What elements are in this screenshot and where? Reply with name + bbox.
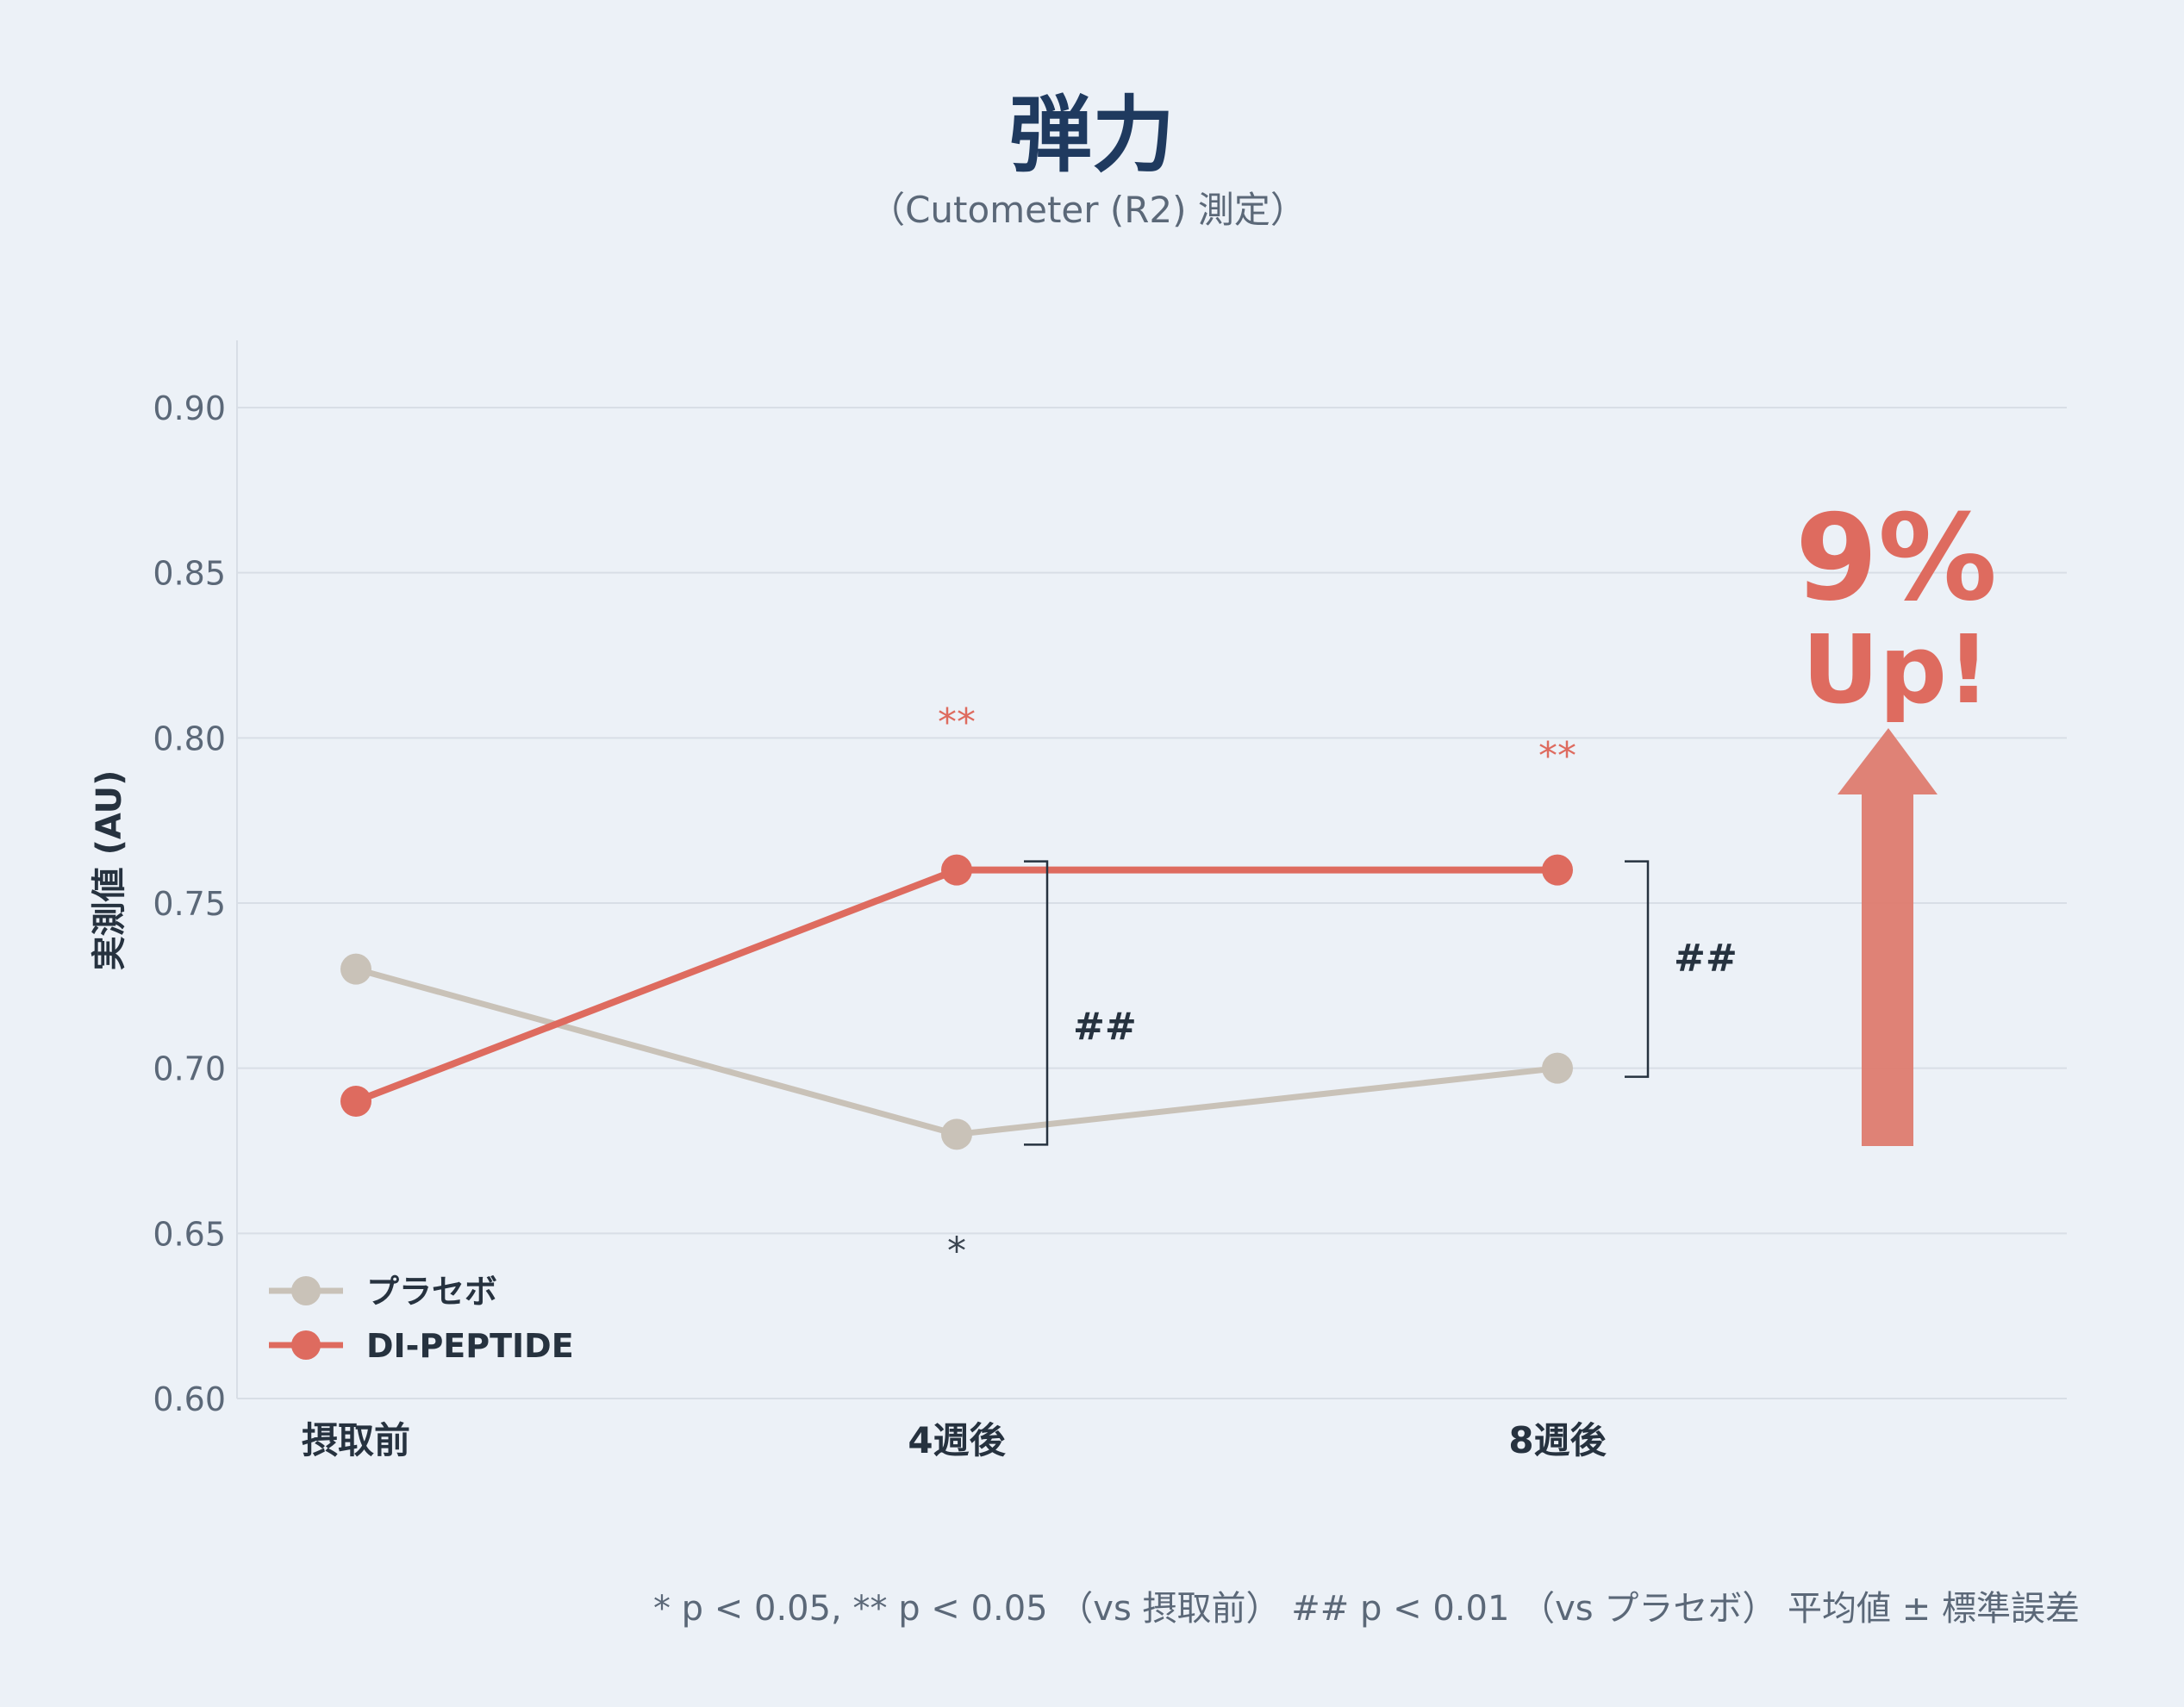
x-axis-categories: 摂取前 4週後 8週後: [302, 1419, 1607, 1461]
y-tick-label: 0.75: [153, 885, 226, 923]
y-tick-label: 0.80: [153, 720, 226, 757]
data-point: [340, 1086, 371, 1117]
significance-mark: *: [947, 1229, 966, 1273]
significance-annotations: *****####: [938, 701, 1738, 1273]
data-point: [340, 953, 371, 985]
data-point: [1542, 1052, 1573, 1084]
x-category-label: 摂取前: [302, 1419, 410, 1461]
significance-bracket: [1625, 860, 1650, 1078]
grid-lines: [236, 340, 2067, 1399]
data-point: [941, 1118, 972, 1150]
x-category-label: 8週後: [1508, 1419, 1607, 1461]
legend-label: DI-PEPTIDE: [366, 1327, 574, 1365]
footnote: * p < 0.05, ** p < 0.05 （vs 摂取前） ## p < …: [653, 1589, 2080, 1629]
y-tick-label: 0.65: [153, 1215, 226, 1253]
x-category-label: 4週後: [908, 1419, 1006, 1461]
data-point: [1542, 854, 1573, 886]
y-tick-label: 0.70: [153, 1050, 226, 1088]
significance-mark: **: [938, 701, 976, 744]
series-line: [355, 966, 1558, 1137]
legend-label: プラセボ: [366, 1273, 497, 1311]
chart-subtitle: （Cutometer (R2) 測定）: [869, 189, 1307, 231]
y-axis-label: 実測値 (AU): [90, 770, 129, 971]
y-axis-ticks: 0.60 0.65 0.70 0.75 0.80 0.85 0.90: [153, 389, 226, 1418]
up-arrow-icon: [1838, 728, 1938, 1146]
chart-title: 弾力: [1009, 87, 1175, 184]
y-tick-label: 0.90: [153, 389, 226, 427]
y-tick-label: 0.60: [153, 1380, 226, 1418]
callout-percent: 9%: [1795, 489, 1997, 627]
data-point: [941, 854, 972, 886]
legend-swatch-marker: [291, 1276, 321, 1305]
increase-callout: 9%Up!: [1795, 489, 1997, 1146]
legend-swatch-marker: [291, 1330, 321, 1360]
significance-mark: ##: [1674, 937, 1738, 981]
legend: プラセボ DI-PEPTIDE: [269, 1273, 574, 1365]
callout-up: Up!: [1802, 614, 1990, 725]
series-layer: [340, 854, 1573, 1150]
significance-bracket: [1024, 860, 1049, 1146]
significance-mark: ##: [1073, 1005, 1137, 1049]
significance-mark: **: [1538, 734, 1576, 778]
series-line: [354, 866, 1557, 1105]
y-tick-label: 0.85: [153, 555, 226, 593]
